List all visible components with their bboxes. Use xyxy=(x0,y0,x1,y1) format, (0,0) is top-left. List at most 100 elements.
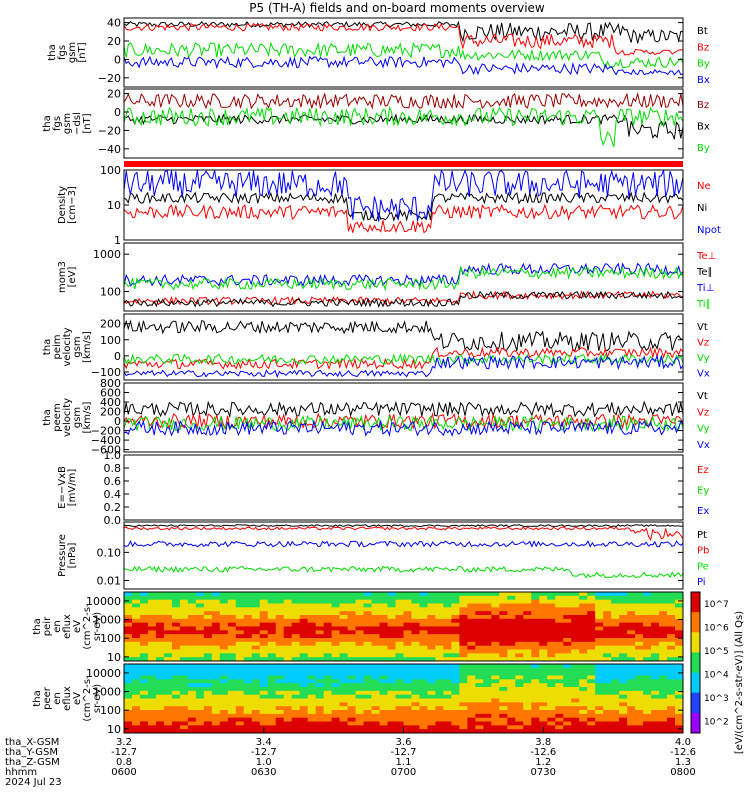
spectro-cell xyxy=(203,671,213,676)
spectro-cell xyxy=(659,713,668,719)
spectro-cell xyxy=(291,690,301,696)
spectro-cell xyxy=(227,595,237,601)
xtick-label-re_z: 1.0 xyxy=(256,757,272,768)
spectro-cell xyxy=(475,653,484,658)
spectro-cell xyxy=(355,595,365,601)
spectro-cell xyxy=(531,675,540,680)
spectro-cell xyxy=(651,694,660,699)
spectro-cell xyxy=(403,706,412,711)
spectro-cell xyxy=(339,615,349,620)
spectro-cell xyxy=(595,687,604,692)
spectro-cell xyxy=(547,694,556,699)
spectro-cell xyxy=(675,683,684,688)
legend-Npot: Npot xyxy=(697,225,721,236)
spectro-cell xyxy=(435,717,444,722)
spectro-cell xyxy=(179,645,189,650)
spectro-cell xyxy=(651,630,660,635)
spectro-cell xyxy=(179,671,189,676)
spectro-cell xyxy=(339,675,349,680)
spectro-cell xyxy=(403,638,412,643)
spectro-cell xyxy=(403,725,412,730)
spectro-cell xyxy=(531,710,540,715)
spectro-cell xyxy=(235,615,245,620)
spectro-cell xyxy=(435,687,444,692)
spectro-cell xyxy=(411,702,420,707)
spectro-cell xyxy=(124,649,133,654)
spectro-cell xyxy=(131,694,141,699)
spectro-cell xyxy=(563,702,572,707)
ytick-label: −20 xyxy=(98,124,121,137)
spectro-cell xyxy=(219,694,229,699)
spectro-cell xyxy=(555,615,564,620)
spectro-cell xyxy=(643,729,652,734)
xtick-label-re_y: -12.7 xyxy=(111,747,137,758)
spectro-cell xyxy=(491,683,500,688)
spectro-cell xyxy=(459,595,468,601)
spectro-cell xyxy=(387,717,397,722)
spectro-cell xyxy=(139,630,149,635)
panel-frame xyxy=(123,242,684,312)
spectro-cell xyxy=(323,592,333,597)
spectro-cell xyxy=(379,679,389,684)
spectro-cell xyxy=(515,630,524,635)
spectro-cell xyxy=(555,595,564,601)
spectro-cell xyxy=(475,595,484,601)
spectro-cell xyxy=(651,599,660,604)
spectro-cell xyxy=(163,690,173,696)
spectro-cell xyxy=(571,664,580,669)
spectro-cell xyxy=(203,679,213,684)
spectro-cell xyxy=(563,626,572,631)
spectro-cell xyxy=(515,615,524,620)
spectro-cell xyxy=(443,710,452,715)
spectro-cell xyxy=(627,657,636,662)
spectro-cell xyxy=(619,671,628,676)
spectro-cell xyxy=(124,667,133,673)
spectro-cell xyxy=(147,641,157,647)
spectro-cell xyxy=(195,657,205,662)
xtick-label-re_z: 1.1 xyxy=(396,757,412,768)
spectro-cell xyxy=(163,653,173,658)
spectro-cell xyxy=(171,618,181,624)
spectro-cell xyxy=(275,595,285,601)
spectro-cell xyxy=(163,595,173,601)
spectro-cell xyxy=(347,645,357,650)
spectro-cell xyxy=(531,690,540,696)
colorbar-tick: 10^7 xyxy=(704,600,729,610)
spectro-cell xyxy=(435,713,444,719)
spectro-cell xyxy=(275,649,285,654)
spectro-cell xyxy=(547,706,556,711)
spectro-cell xyxy=(427,603,436,608)
spectro-cell xyxy=(523,607,532,612)
spectro-cell xyxy=(179,721,189,726)
spectro-cell xyxy=(155,706,165,711)
spectro-cell xyxy=(523,611,532,616)
spectro-cell xyxy=(411,592,420,597)
spectro-cell xyxy=(283,713,293,719)
spectro-cell xyxy=(395,725,404,730)
spectro-cell xyxy=(627,592,636,597)
spectro-cell xyxy=(171,717,181,722)
spectro-cell xyxy=(563,706,572,711)
spectro-cell xyxy=(315,721,325,726)
spectro-cell xyxy=(587,679,596,684)
spectro-cell xyxy=(387,607,397,612)
spectro-cell xyxy=(475,603,484,608)
spectro-cell xyxy=(475,649,484,654)
spectro-cell xyxy=(627,671,636,676)
spectro-cell xyxy=(315,729,325,734)
spectro-cell xyxy=(363,713,373,719)
spectro-cell xyxy=(555,607,564,612)
spectro-cell xyxy=(387,592,397,597)
spectro-cell xyxy=(355,638,365,643)
spectro-cell xyxy=(147,626,157,631)
spectro-cell xyxy=(275,618,285,624)
spectro-cell xyxy=(131,729,141,734)
spectro-cell xyxy=(491,592,500,597)
spectro-cell xyxy=(667,603,676,608)
spectro-cell xyxy=(259,710,269,715)
spectro-cell xyxy=(651,657,660,662)
spectro-cell xyxy=(363,599,373,604)
spectro-cell xyxy=(475,679,484,684)
spectro-cell xyxy=(651,710,660,715)
spectro-cell xyxy=(331,592,341,597)
